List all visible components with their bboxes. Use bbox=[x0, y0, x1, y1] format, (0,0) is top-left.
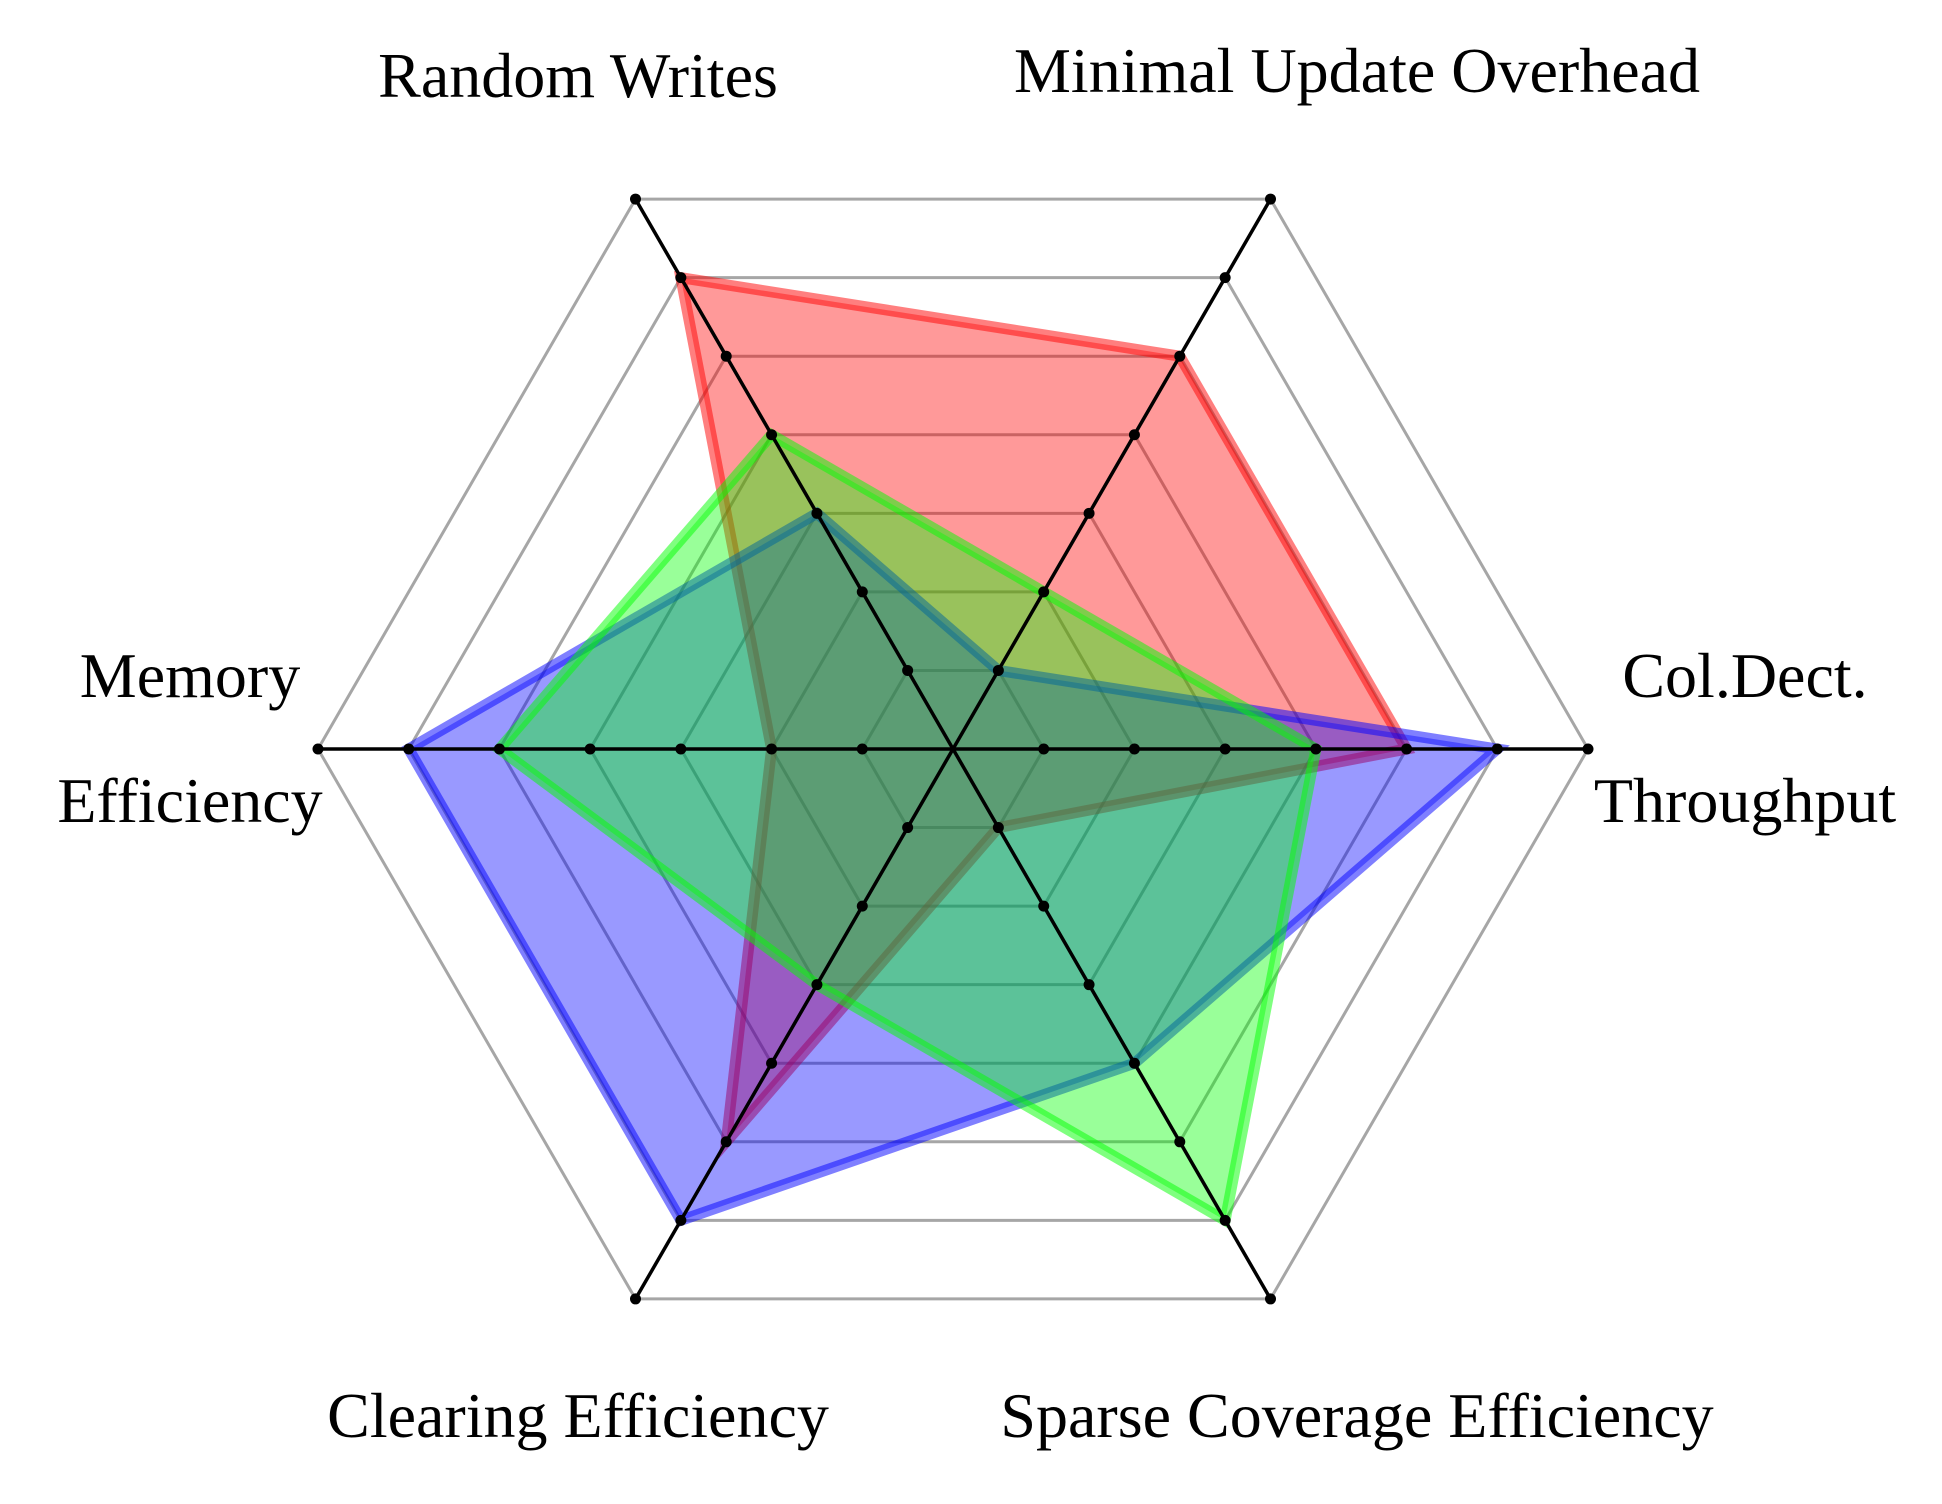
axis-4-tick-4 bbox=[766, 1057, 778, 1069]
axis-2-tick-6 bbox=[675, 272, 687, 284]
axis-1-tick-6 bbox=[1219, 272, 1231, 284]
axis-0-tick-1 bbox=[1038, 743, 1050, 755]
axis-2-tick-7 bbox=[630, 193, 641, 205]
radar-ticks bbox=[312, 193, 1594, 1305]
axis-2-tick-5 bbox=[720, 350, 732, 362]
axis-5-tick-3 bbox=[1083, 979, 1095, 991]
axis-4-tick-3 bbox=[811, 979, 823, 991]
axis-3-tick-7 bbox=[312, 743, 324, 755]
axis-0-tick-5 bbox=[1401, 743, 1413, 755]
axis-label-minimal-update-overhead: Minimal Update Overhead bbox=[1014, 35, 1700, 106]
axis-label-random-writes: Random Writes bbox=[378, 40, 778, 111]
axis-4-tick-5 bbox=[720, 1136, 732, 1148]
axis-3-tick-3 bbox=[675, 743, 687, 755]
axis-3-tick-2 bbox=[766, 743, 778, 755]
axis-label-col-dect: Col.Dect. bbox=[1622, 640, 1867, 711]
axis-1-tick-5 bbox=[1174, 350, 1186, 362]
axis-3-tick-1 bbox=[856, 743, 868, 755]
axis-label-sparse-coverage-efficiency: Sparse Coverage Efficiency bbox=[1000, 1380, 1713, 1451]
axis-1-tick-1 bbox=[992, 664, 1004, 676]
axis-3-tick-6 bbox=[403, 743, 415, 755]
axis-5-tick-2 bbox=[1038, 900, 1050, 912]
axis-spoke-5 bbox=[951, 748, 1273, 1300]
axis-1-tick-3 bbox=[1083, 507, 1095, 519]
axis-label-throughput: Throughput bbox=[1594, 765, 1896, 836]
axis-2-tick-2 bbox=[856, 586, 868, 598]
axis-4-tick-6 bbox=[675, 1214, 687, 1226]
axis-spoke-1 bbox=[951, 198, 1273, 750]
axis-0-tick-7 bbox=[1582, 743, 1594, 755]
axis-1-tick-2 bbox=[1038, 586, 1050, 598]
axis-spoke-2 bbox=[633, 198, 955, 750]
axis-5-tick-6 bbox=[1219, 1214, 1231, 1226]
axis-spoke-4 bbox=[633, 748, 955, 1300]
axis-0-tick-3 bbox=[1219, 743, 1231, 755]
axis-3-tick-4 bbox=[584, 743, 596, 755]
axis-2-tick-3 bbox=[811, 507, 823, 519]
axis-0-tick-6 bbox=[1491, 743, 1503, 755]
axis-1-tick-7 bbox=[1265, 193, 1276, 205]
axis-4-tick-7 bbox=[630, 1293, 641, 1305]
axis-5-tick-5 bbox=[1174, 1136, 1186, 1148]
axis-2-tick-4 bbox=[766, 429, 778, 441]
radar-spokes bbox=[318, 198, 1588, 1300]
axis-1-tick-4 bbox=[1128, 429, 1140, 441]
axis-5-tick-7 bbox=[1265, 1293, 1276, 1305]
axis-4-tick-2 bbox=[856, 900, 868, 912]
axis-label-clearing-efficiency: Clearing Efficiency bbox=[327, 1380, 829, 1451]
axis-0-tick-2 bbox=[1128, 743, 1140, 755]
axis-4-tick-1 bbox=[902, 822, 914, 834]
axis-2-tick-1 bbox=[902, 664, 914, 676]
axis-label-memory: Memory bbox=[80, 640, 300, 711]
axis-0-tick-4 bbox=[1310, 743, 1322, 755]
axis-label-efficiency: Efficiency bbox=[57, 765, 322, 836]
axis-3-tick-5 bbox=[493, 743, 505, 755]
axis-5-tick-1 bbox=[992, 822, 1004, 834]
axis-5-tick-4 bbox=[1128, 1057, 1140, 1069]
